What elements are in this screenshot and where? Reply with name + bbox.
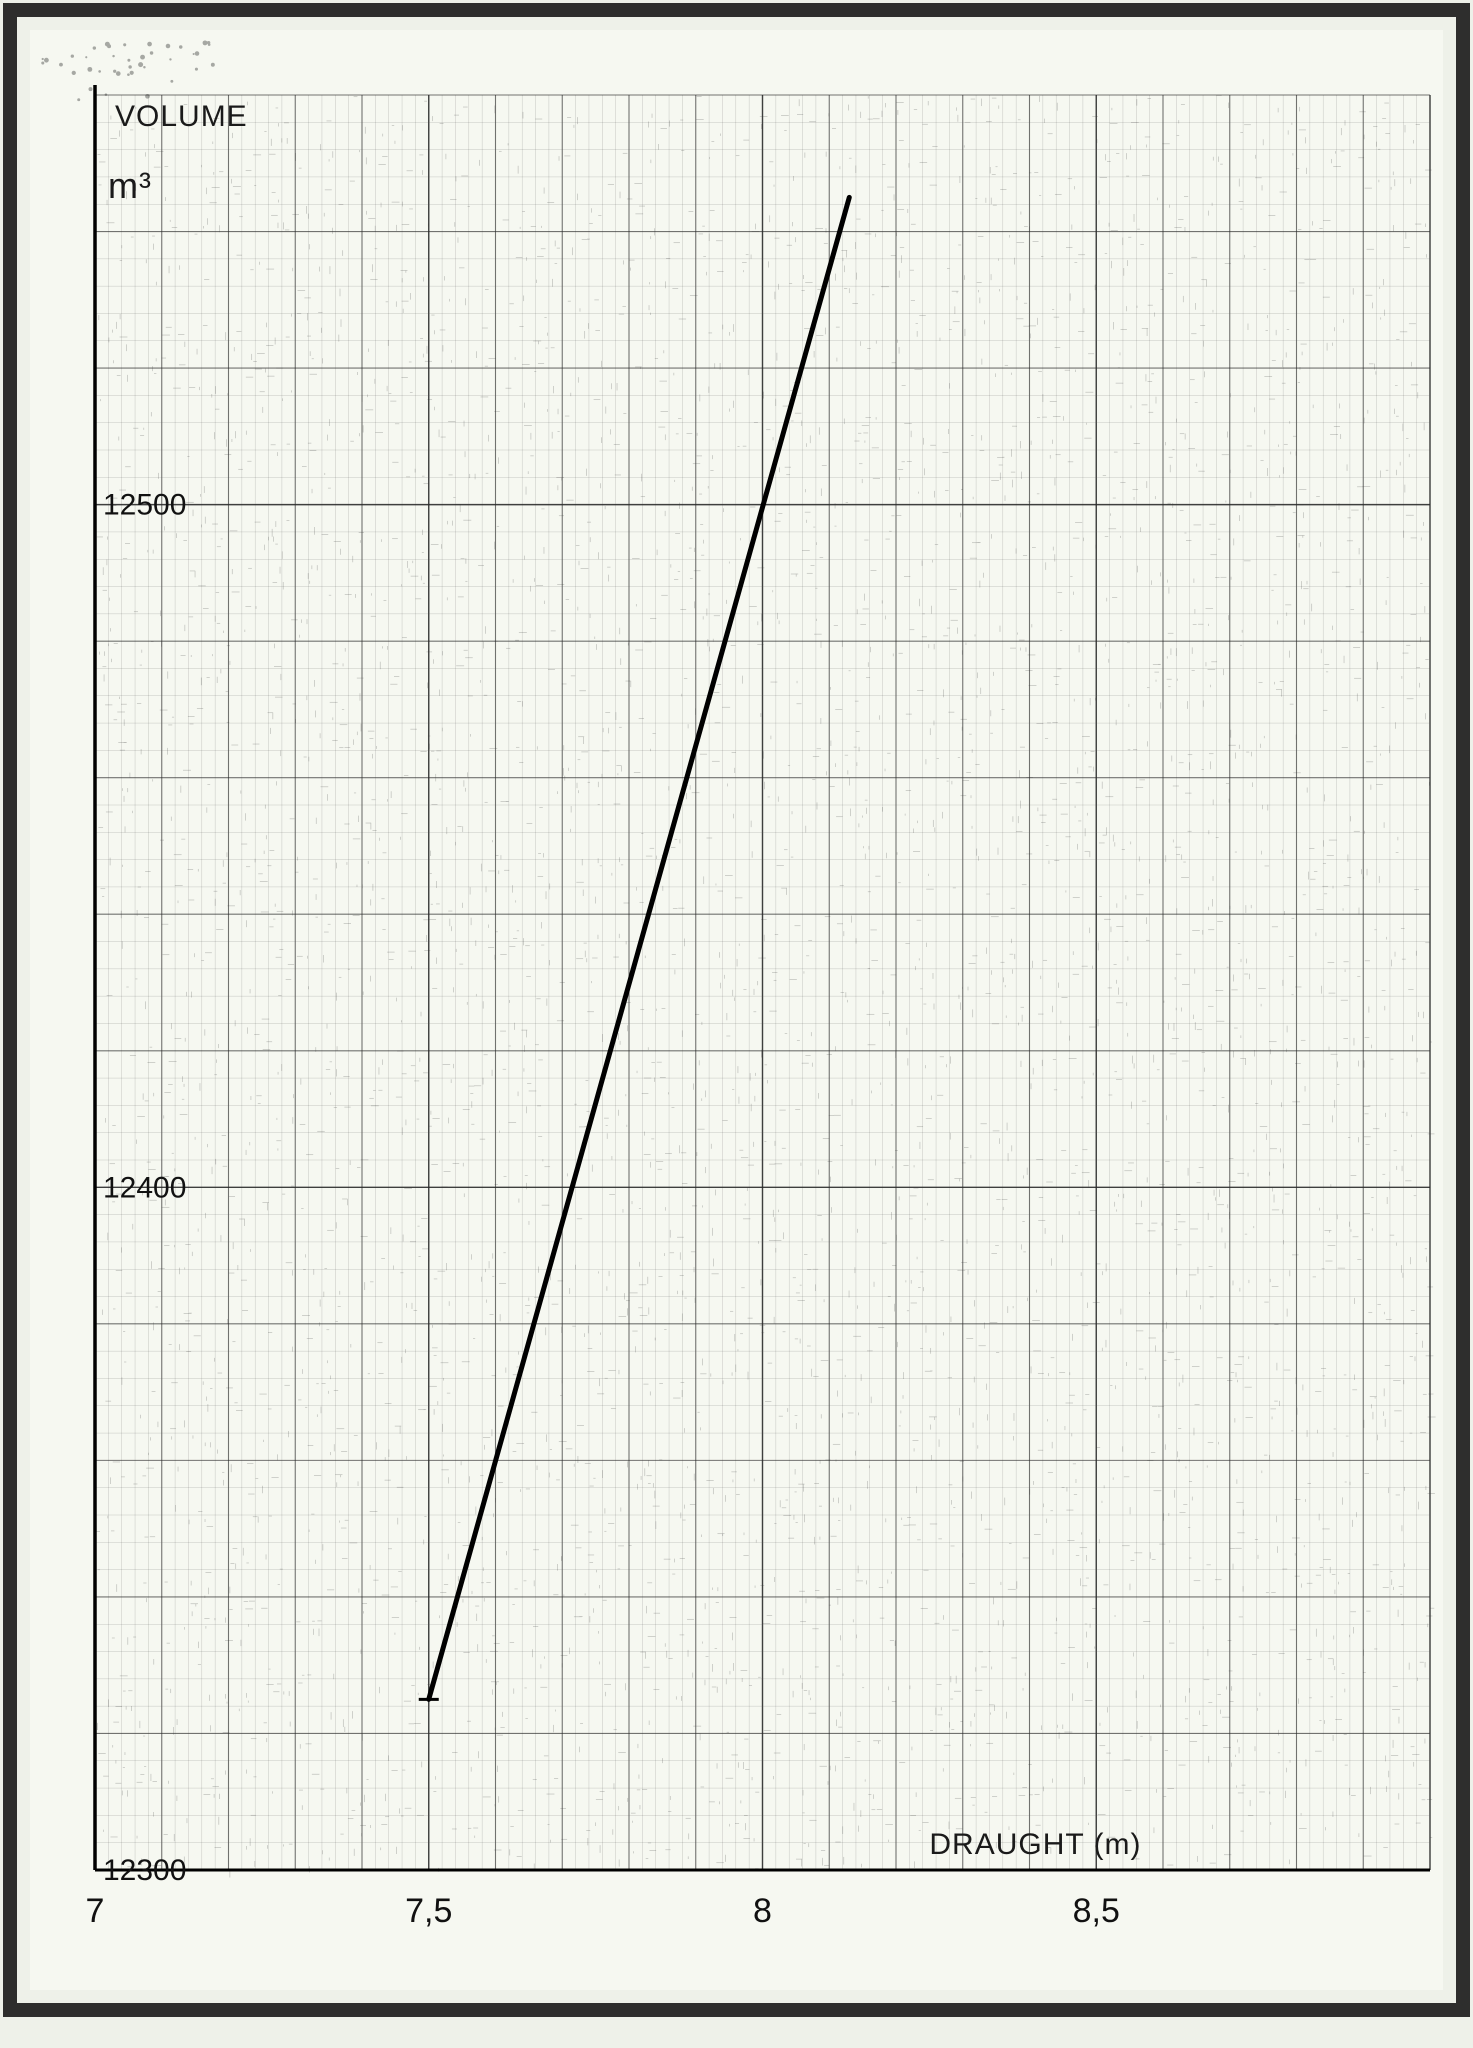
tick-label: 8,5 (1073, 1892, 1120, 1930)
tick-label: 7 (86, 1892, 105, 1930)
tick-label: 12300 (103, 1854, 186, 1887)
tick-label: 8 (753, 1892, 772, 1930)
y-axis-unit: m³ (108, 165, 152, 207)
tick-label: 12500 (103, 489, 186, 522)
tick-label: 7,5 (405, 1892, 452, 1930)
tick-label: 12400 (103, 1171, 186, 1204)
chart-canvas: 12300 12400 12500 7 7,5 8 8,5 (0, 0, 1473, 2048)
x-axis-title: DRAUGHT (m) (929, 1828, 1141, 1862)
grid (95, 95, 1430, 1870)
scanned-graph-page: 12300 12400 12500 7 7,5 8 8,5 VOLUME m³ DRAUGH… (0, 0, 1473, 2048)
y-axis-title: VOLUME (115, 100, 248, 134)
